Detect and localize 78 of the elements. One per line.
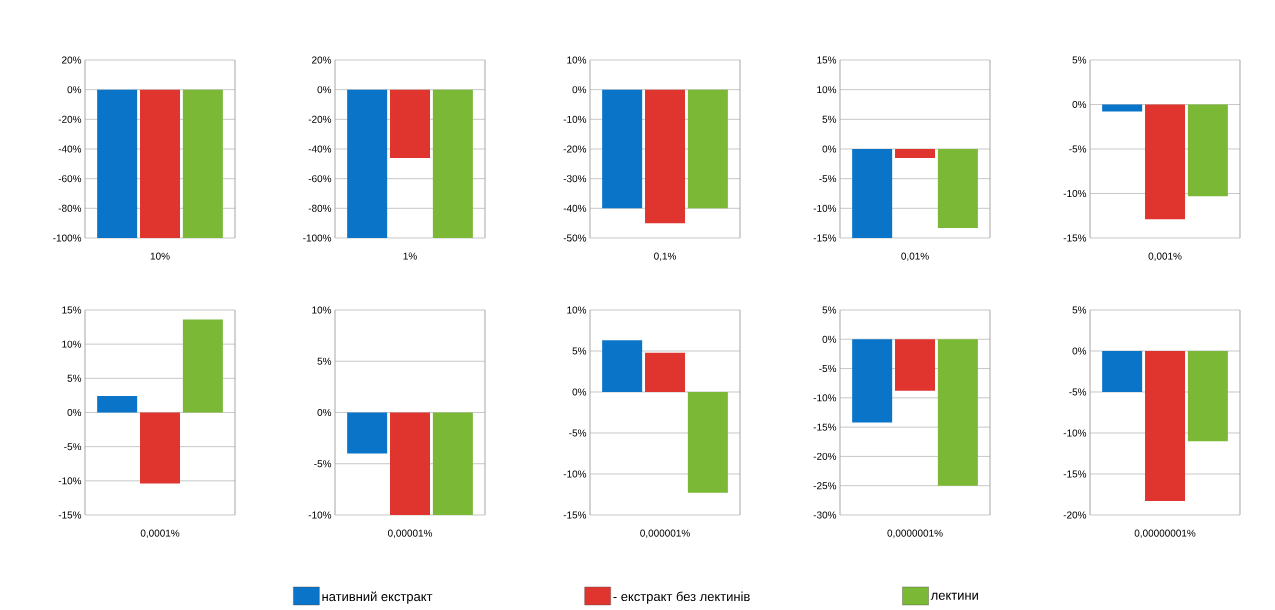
y-tick-label: -10% [813,394,837,402]
x-axis-title: 0,00001% [387,529,433,538]
y-tick-label: -15% [813,234,837,242]
y-tick-label: -15% [563,511,587,519]
y-tick-label: -15% [1063,234,1087,242]
y-tick-label: 0% [317,408,332,417]
y-tick-label: 5% [1072,306,1087,314]
y-tick-label: 20% [62,56,82,64]
y-tick-label: -80% [58,204,82,212]
x-axis-title: 0,001% [1148,252,1182,261]
y-tick-label: -5% [819,175,837,183]
x-axis-title: 10% [150,252,170,260]
y-tick-label: 10% [567,56,587,64]
y-tick-label: 10% [567,306,587,314]
y-tick-label: 10% [817,86,837,94]
y-tick-label: -5% [314,460,332,468]
y-tick-label: -80% [308,204,332,212]
x-axis-title: 1% [403,252,417,260]
x-axis-title: 0,000001% [640,529,690,538]
y-tick-label: -10% [58,477,82,485]
y-tick-label: 0% [572,86,587,94]
y-tick-label: -60% [58,175,82,183]
y-tick-label: 5% [822,306,837,314]
y-tick-label: -15% [1063,470,1087,478]
y-tick-label: 20% [312,56,332,64]
y-tick-label: -40% [563,204,587,212]
y-tick-label: 0% [67,408,82,417]
y-tick-label: 5% [1072,56,1087,64]
y-tick-label: -30% [563,175,587,183]
y-tick-label: -5% [569,429,587,437]
legend-label: нативний екстракт [322,591,433,604]
y-tick-label: -100% [303,234,332,242]
legend-label: лектини [930,592,978,600]
y-tick-label: -100% [53,234,82,242]
y-tick-label: -10% [813,204,837,212]
y-tick-label: -5% [1069,145,1087,153]
y-tick-label: -40% [308,145,332,153]
y-tick-label: -20% [813,452,837,460]
y-tick-label: -15% [813,423,837,431]
y-tick-label: -10% [1063,429,1087,437]
y-tick-label: 0% [1072,100,1087,109]
x-axis-title: 0,0000001% [887,529,943,538]
y-tick-label: 0% [822,335,837,343]
y-tick-label: -25% [813,482,837,490]
y-tick-label: -10% [1063,189,1087,198]
y-tick-label: 5% [67,374,82,382]
y-tick-label: -5% [819,365,837,373]
y-tick-label: -5% [64,443,82,451]
y-tick-label: -15% [58,511,82,519]
y-tick-label: -30% [813,511,837,519]
y-tick-label: -5% [1069,388,1087,396]
y-tick-label: 10% [312,306,332,314]
y-tick-label: 0% [67,86,82,94]
y-tick-label: -10% [563,115,587,123]
y-tick-label: -20% [308,115,332,123]
y-tick-label: 0% [317,86,332,94]
y-tick-label: 15% [62,306,82,314]
y-tick-label: 0% [1072,347,1087,355]
y-tick-label: -20% [1063,511,1087,519]
y-tick-label: -60% [308,175,332,183]
y-tick-label: 0% [572,388,587,396]
x-axis-title: 0,1% [654,252,677,261]
x-axis-title: 0,0001% [140,529,180,538]
y-tick-label: -50% [563,234,587,242]
y-tick-label: 5% [317,357,332,365]
y-tick-label: -20% [58,115,82,123]
x-axis-title: 0,00000001% [1134,529,1196,538]
x-axis-title: 0,01% [901,252,929,261]
legend-label: - екстракт без лектинів [613,591,750,604]
y-tick-label: 15% [817,56,837,64]
y-tick-label: 5% [822,115,837,123]
y-tick-label: -40% [58,145,82,153]
y-tick-label: -10% [563,470,587,478]
y-tick-label: 0% [822,145,837,153]
y-tick-label: 10% [62,340,82,348]
y-tick-label: 5% [572,347,587,355]
y-tick-label: -20% [563,145,587,153]
y-tick-label: -10% [308,511,332,519]
